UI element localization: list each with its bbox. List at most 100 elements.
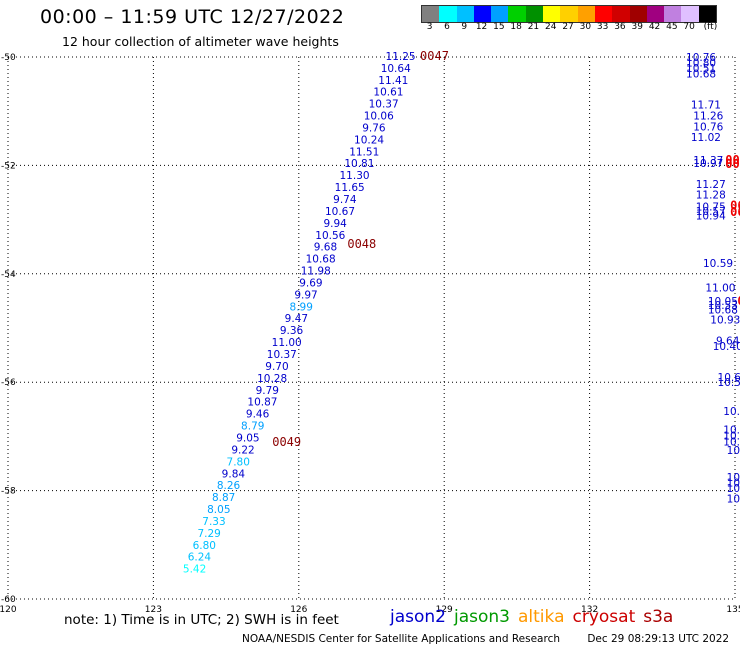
x-tick-label: 126 bbox=[290, 605, 307, 615]
edge-time-label: 006 bbox=[725, 157, 740, 171]
swh-value-label: 10. bbox=[727, 472, 740, 484]
swh-value-label: 10.28 bbox=[257, 373, 287, 385]
colorbar-labels: 3 6 9 12 15 18 21 24 27 30 33 36 39 42 45 70 (ft) bbox=[421, 22, 740, 34]
swh-value-label: 9.94 bbox=[323, 218, 347, 230]
swh-value-label: 9.05 bbox=[236, 432, 259, 444]
swh-value-label: 10.87 bbox=[247, 397, 277, 409]
swh-value-label: 10.81 bbox=[344, 158, 374, 170]
swh-value-label: 10. bbox=[727, 494, 740, 506]
swh-value-label: 10.68 bbox=[686, 68, 716, 80]
colorbar-label: 33 bbox=[596, 22, 609, 32]
x-tick-label: 129 bbox=[436, 605, 453, 615]
satellite-legend-item: jason3 bbox=[454, 607, 510, 627]
swh-value-label: 10.7 bbox=[723, 424, 740, 436]
satellite-legend-item: s3a bbox=[643, 607, 674, 627]
swh-value-label: 9.46 bbox=[246, 409, 270, 421]
swh-value-label: 10.76 bbox=[686, 52, 716, 64]
swh-value-label: 7.80 bbox=[227, 456, 250, 468]
swh-value-label: 10.53 bbox=[718, 377, 740, 389]
swh-value-label: 10.68 bbox=[708, 305, 738, 317]
colorbar-label: 3 bbox=[426, 22, 433, 32]
swh-value-label: 8.99 bbox=[290, 301, 313, 313]
colorbar-swatch bbox=[594, 6, 613, 22]
colorbar-swatch bbox=[439, 6, 457, 22]
swh-value-label: 11.25 bbox=[386, 51, 416, 63]
swh-value-label: 9.79 bbox=[256, 385, 279, 397]
swh-value-label: 9.64 bbox=[716, 335, 740, 347]
swh-value-label: 10.5 bbox=[723, 436, 740, 448]
colorbar-label: (ft) bbox=[703, 22, 718, 32]
swh-value-label: 11.26 bbox=[693, 111, 723, 123]
swh-value-label: 8.26 bbox=[217, 480, 241, 492]
footer: NOAA/NESDIS Center for Satellite Applica… bbox=[242, 633, 729, 645]
colorbar-label: 21 bbox=[527, 22, 540, 32]
swh-value-label: 10.97 bbox=[693, 158, 723, 170]
swh-value-label: 9.84 bbox=[222, 468, 246, 480]
swh-value-label: 7.29 bbox=[197, 528, 220, 540]
timestamp-text: Dec 29 08:29:13 UTC 2022 bbox=[587, 633, 730, 645]
colorbar-swatch bbox=[491, 6, 509, 22]
colorbar-label: 36 bbox=[614, 22, 626, 32]
colorbar-swatch bbox=[629, 6, 647, 22]
swh-value-label: 10.37 bbox=[267, 349, 297, 361]
time-label: 0047 bbox=[420, 49, 449, 63]
swh-value-label: 9.69 bbox=[299, 277, 322, 289]
swh-value-label: 11.37 bbox=[693, 155, 723, 167]
colorbar-swatch bbox=[543, 6, 561, 22]
x-tick-label: 120 bbox=[0, 605, 17, 615]
swh-value-label: 11.28 bbox=[696, 190, 726, 202]
swh-value-label: 10. bbox=[727, 483, 740, 495]
colorbar-swatch bbox=[577, 6, 595, 22]
swh-value-label: 11.71 bbox=[691, 100, 721, 112]
x-tick-label: 132 bbox=[581, 605, 598, 615]
swh-value-label: 10.93 bbox=[710, 314, 740, 326]
x-tick-label: 123 bbox=[145, 605, 162, 615]
swh-value-label: 10.37 bbox=[369, 99, 399, 111]
colorbar-swatch bbox=[525, 6, 544, 22]
edge-time-label: 006 bbox=[725, 153, 740, 167]
colorbar-swatch bbox=[698, 6, 717, 22]
map-title: 00:00 – 11:59 UTC 12/27/2022 bbox=[40, 6, 345, 28]
colorbar-swatch bbox=[422, 6, 440, 22]
swh-value-label: 8.87 bbox=[212, 492, 235, 504]
colorbar-swatch bbox=[456, 6, 474, 22]
edge-time-label: 06 bbox=[730, 199, 740, 213]
swh-value-label: 7.33 bbox=[202, 516, 225, 528]
colorbar-label: 15 bbox=[493, 22, 505, 32]
colorbar-label: 39 bbox=[631, 22, 643, 32]
swh-value-label: 5.42 bbox=[183, 564, 206, 576]
swh-value-label: 9.76 bbox=[362, 122, 386, 134]
swh-value-label: 10.61 bbox=[373, 87, 403, 99]
colorbar-label: 18 bbox=[510, 22, 522, 32]
swh-value-label: 9.74 bbox=[333, 194, 357, 206]
satellite-legend-item: cryosat bbox=[572, 607, 636, 627]
swh-value-label: 10. bbox=[727, 445, 740, 457]
colorbar-swatch bbox=[646, 6, 665, 22]
swh-value-label: 9.47 bbox=[285, 313, 308, 325]
colorbar-swatch bbox=[508, 6, 526, 22]
time-label: 0049 bbox=[272, 435, 301, 449]
satellite-legend-item: altika bbox=[518, 607, 565, 627]
swh-value-label: 10.63 bbox=[718, 372, 740, 384]
swh-value-label: 10. bbox=[727, 477, 740, 489]
swh-value-label: 10.57 bbox=[696, 206, 726, 218]
swh-value-label: 10.59 bbox=[703, 258, 733, 270]
swh-value-label: 9.68 bbox=[314, 242, 337, 254]
swh-value-label: 10.76 bbox=[693, 121, 723, 133]
colorbar-swatch bbox=[612, 6, 630, 22]
y-tick-label: -60 bbox=[1, 595, 16, 605]
swh-value-label: 10.40 bbox=[713, 341, 740, 353]
swh-value-label: 10.67 bbox=[325, 206, 355, 218]
time-label: 0048 bbox=[347, 237, 376, 251]
y-tick-label: -50 bbox=[1, 53, 16, 63]
swh-value-label: 10.3 bbox=[723, 406, 740, 418]
colorbar-swatch bbox=[473, 6, 492, 22]
y-tick-label: -52 bbox=[1, 161, 16, 171]
swh-value-label: 10.05 bbox=[708, 296, 738, 308]
swh-value-label: 11.51 bbox=[349, 146, 379, 158]
swh-value-label: 8.79 bbox=[241, 421, 264, 433]
colorbar-label: 9 bbox=[461, 22, 468, 32]
swh-value-label: 10.80 bbox=[686, 57, 716, 69]
credit-text: NOAA/NESDIS Center for Satellite Applica… bbox=[242, 633, 560, 645]
colorbar-label: 30 bbox=[579, 22, 592, 32]
